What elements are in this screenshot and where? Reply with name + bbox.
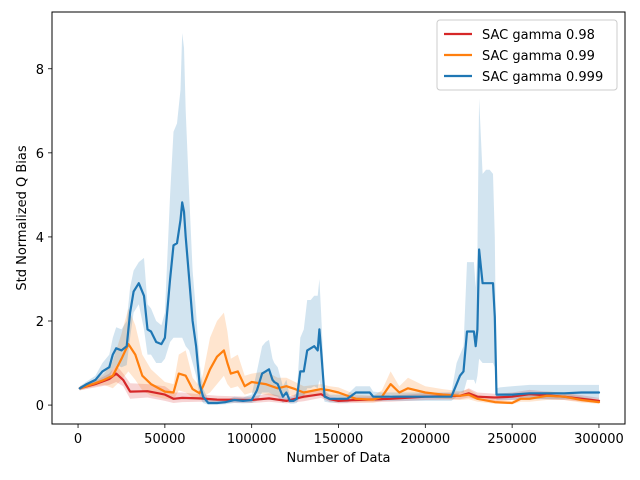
y-tick-label: 6: [36, 147, 44, 162]
legend-label: SAC gamma 0.999: [482, 70, 603, 85]
series-line: [78, 201, 601, 405]
confidence-band: [79, 308, 600, 405]
y-axis: 0 2 4 6 8: [36, 63, 52, 414]
y-tick-label: 2: [36, 315, 44, 330]
series-lines: [78, 201, 601, 405]
confidence-band: [79, 33, 600, 405]
legend-label: SAC gamma 0.98: [482, 28, 595, 43]
x-tick-label: 150000: [314, 432, 364, 447]
y-axis-title: Std Normalized Q Bias: [15, 145, 30, 290]
x-tick-label: 250000: [487, 432, 537, 447]
y-tick-label: 4: [36, 231, 44, 246]
y-tick-label: 8: [36, 63, 44, 78]
legend-box: [436, 19, 618, 91]
x-tick-label: 200000: [400, 432, 450, 447]
legend-label: SAC gamma 0.99: [482, 49, 595, 64]
legend: SAC gamma 0.98 SAC gamma 0.99 SAC gamma 0.…: [436, 19, 618, 91]
series-line: [78, 343, 601, 405]
x-tick-label: 50000: [144, 432, 185, 447]
x-tick-label: 100000: [227, 432, 277, 447]
x-tick-label: 300000: [574, 432, 624, 447]
x-tick-label: 0: [74, 432, 82, 447]
x-axis-title: Number of Data: [286, 451, 390, 466]
y-tick-label: 0: [36, 399, 44, 414]
x-axis: 0 50000 100000 150000 200000 250000 300000: [74, 424, 624, 447]
series-line: [78, 372, 601, 402]
